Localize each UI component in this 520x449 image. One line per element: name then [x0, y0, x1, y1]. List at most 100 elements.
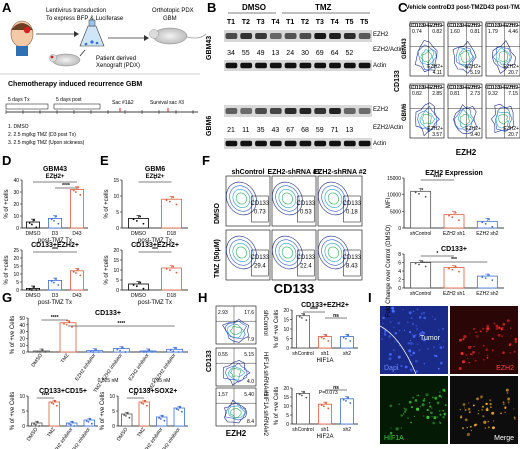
bar	[173, 407, 185, 427]
data-point	[140, 402, 143, 404]
y-axis-label: MFI	[386, 198, 392, 209]
bar	[25, 287, 40, 291]
data-point	[298, 393, 301, 396]
flow-contour	[230, 408, 242, 418]
cell-dot	[407, 341, 411, 345]
cell-dot	[415, 370, 419, 373]
cell-dot	[442, 409, 445, 412]
cell-dot	[431, 396, 434, 399]
data-point	[488, 274, 490, 276]
cell-dot	[461, 427, 465, 430]
bar	[59, 322, 77, 353]
quad-value-ul: 0.81	[450, 91, 460, 97]
cell-dot	[414, 359, 418, 363]
cell-dot	[468, 411, 471, 414]
bar-chart-F-bottom: CD133+ 0 2 4 6 8 Fold Change over Control (DMS…	[386, 225, 504, 317]
data-point	[298, 315, 301, 318]
cell-dot	[485, 408, 489, 412]
panel-b: B DMSO TMZ T1 T2 T3 T4 T1 T2 T3 T4 T5 T5 GBM43 GB…	[206, 0, 403, 149]
cell-dot	[502, 323, 506, 326]
cell-dot	[507, 401, 510, 403]
flow-plot-f: CD133 22.4	[271, 229, 317, 281]
y-tick-label: 0	[16, 288, 19, 294]
bar	[86, 350, 104, 353]
data-point	[458, 219, 460, 222]
data-point	[95, 348, 97, 351]
cell-dot	[409, 341, 413, 345]
h-ylabel: CD133	[206, 350, 213, 372]
data-point	[142, 403, 145, 405]
flow-plot-h	[215, 387, 257, 427]
gbm6-ezh2-band	[255, 108, 267, 114]
bar	[410, 262, 432, 289]
cell-dot	[427, 348, 429, 350]
data-point	[168, 269, 171, 272]
sig-label: **	[134, 393, 138, 399]
y-tick-label: 10	[19, 394, 25, 400]
cell-dot	[410, 316, 413, 320]
data-point	[305, 319, 308, 322]
cell-dot	[475, 331, 477, 334]
c-ylabel: CD133	[394, 70, 401, 92]
y-tick-label: 5	[286, 337, 289, 343]
bar	[476, 220, 498, 229]
cell-dot	[402, 309, 404, 311]
cell-dot	[495, 327, 499, 330]
cell-dot	[416, 395, 418, 397]
y-tick-label: 5	[22, 409, 25, 415]
cell-dot	[422, 331, 426, 335]
cell-dot	[469, 425, 472, 428]
data-point	[145, 351, 148, 353]
cell-dot	[473, 345, 475, 348]
gate-value: 0.18	[346, 210, 358, 216]
quad-label-lr: EZH2+	[427, 126, 443, 132]
y-tick-label: 0	[398, 286, 401, 292]
cell-dot	[415, 325, 418, 327]
quad-label-ur: CD133+EZH2+	[447, 23, 481, 29]
flow-contour	[275, 239, 300, 266]
cell-dot	[459, 338, 462, 342]
data-point	[139, 215, 142, 218]
cell-dot	[500, 412, 502, 415]
cell-dot	[412, 334, 416, 338]
cell-dot	[482, 415, 485, 418]
h-quad-lr: 7.9	[247, 337, 254, 343]
flow-contour	[275, 185, 300, 212]
data-point	[175, 408, 178, 410]
gbm43-actin-band	[343, 62, 356, 69]
cell-dot	[439, 413, 442, 416]
h-row-label: HIF1A shRNA#2	[262, 392, 268, 437]
data-point	[31, 289, 33, 291]
lane-label: T4	[271, 19, 279, 26]
cell-dot	[418, 315, 422, 319]
cell-dot	[464, 409, 467, 411]
data-point	[33, 423, 36, 425]
flow-contour	[229, 326, 243, 335]
cell-dot	[439, 422, 442, 424]
cell-dot	[393, 340, 396, 343]
bar	[161, 198, 182, 229]
data-point	[303, 313, 305, 316]
flow-contour	[417, 44, 437, 71]
cell-dot	[489, 406, 492, 409]
cell-dot	[463, 407, 466, 409]
data-point	[31, 223, 33, 226]
bar	[83, 419, 95, 427]
quad-label-lr: EZH2+	[465, 126, 481, 132]
gbm43-ratio: 30	[301, 50, 309, 57]
cell-dot	[417, 394, 420, 396]
cell-dot	[438, 329, 440, 331]
data-point	[39, 351, 41, 353]
h-xlabel: EZH2	[226, 429, 247, 438]
quad-value-ur: 7.15	[508, 91, 518, 97]
sig-label: ns	[333, 385, 339, 391]
data-point	[69, 424, 72, 426]
cell-dot	[491, 337, 494, 340]
cell-dot	[391, 306, 395, 310]
gbm6-ezh2-band	[329, 108, 341, 114]
gbm43-ratio: 13	[272, 50, 280, 57]
cell-dot	[487, 426, 490, 429]
bar	[112, 348, 130, 353]
x-tick-label: D43	[72, 231, 81, 237]
data-point	[161, 415, 164, 418]
